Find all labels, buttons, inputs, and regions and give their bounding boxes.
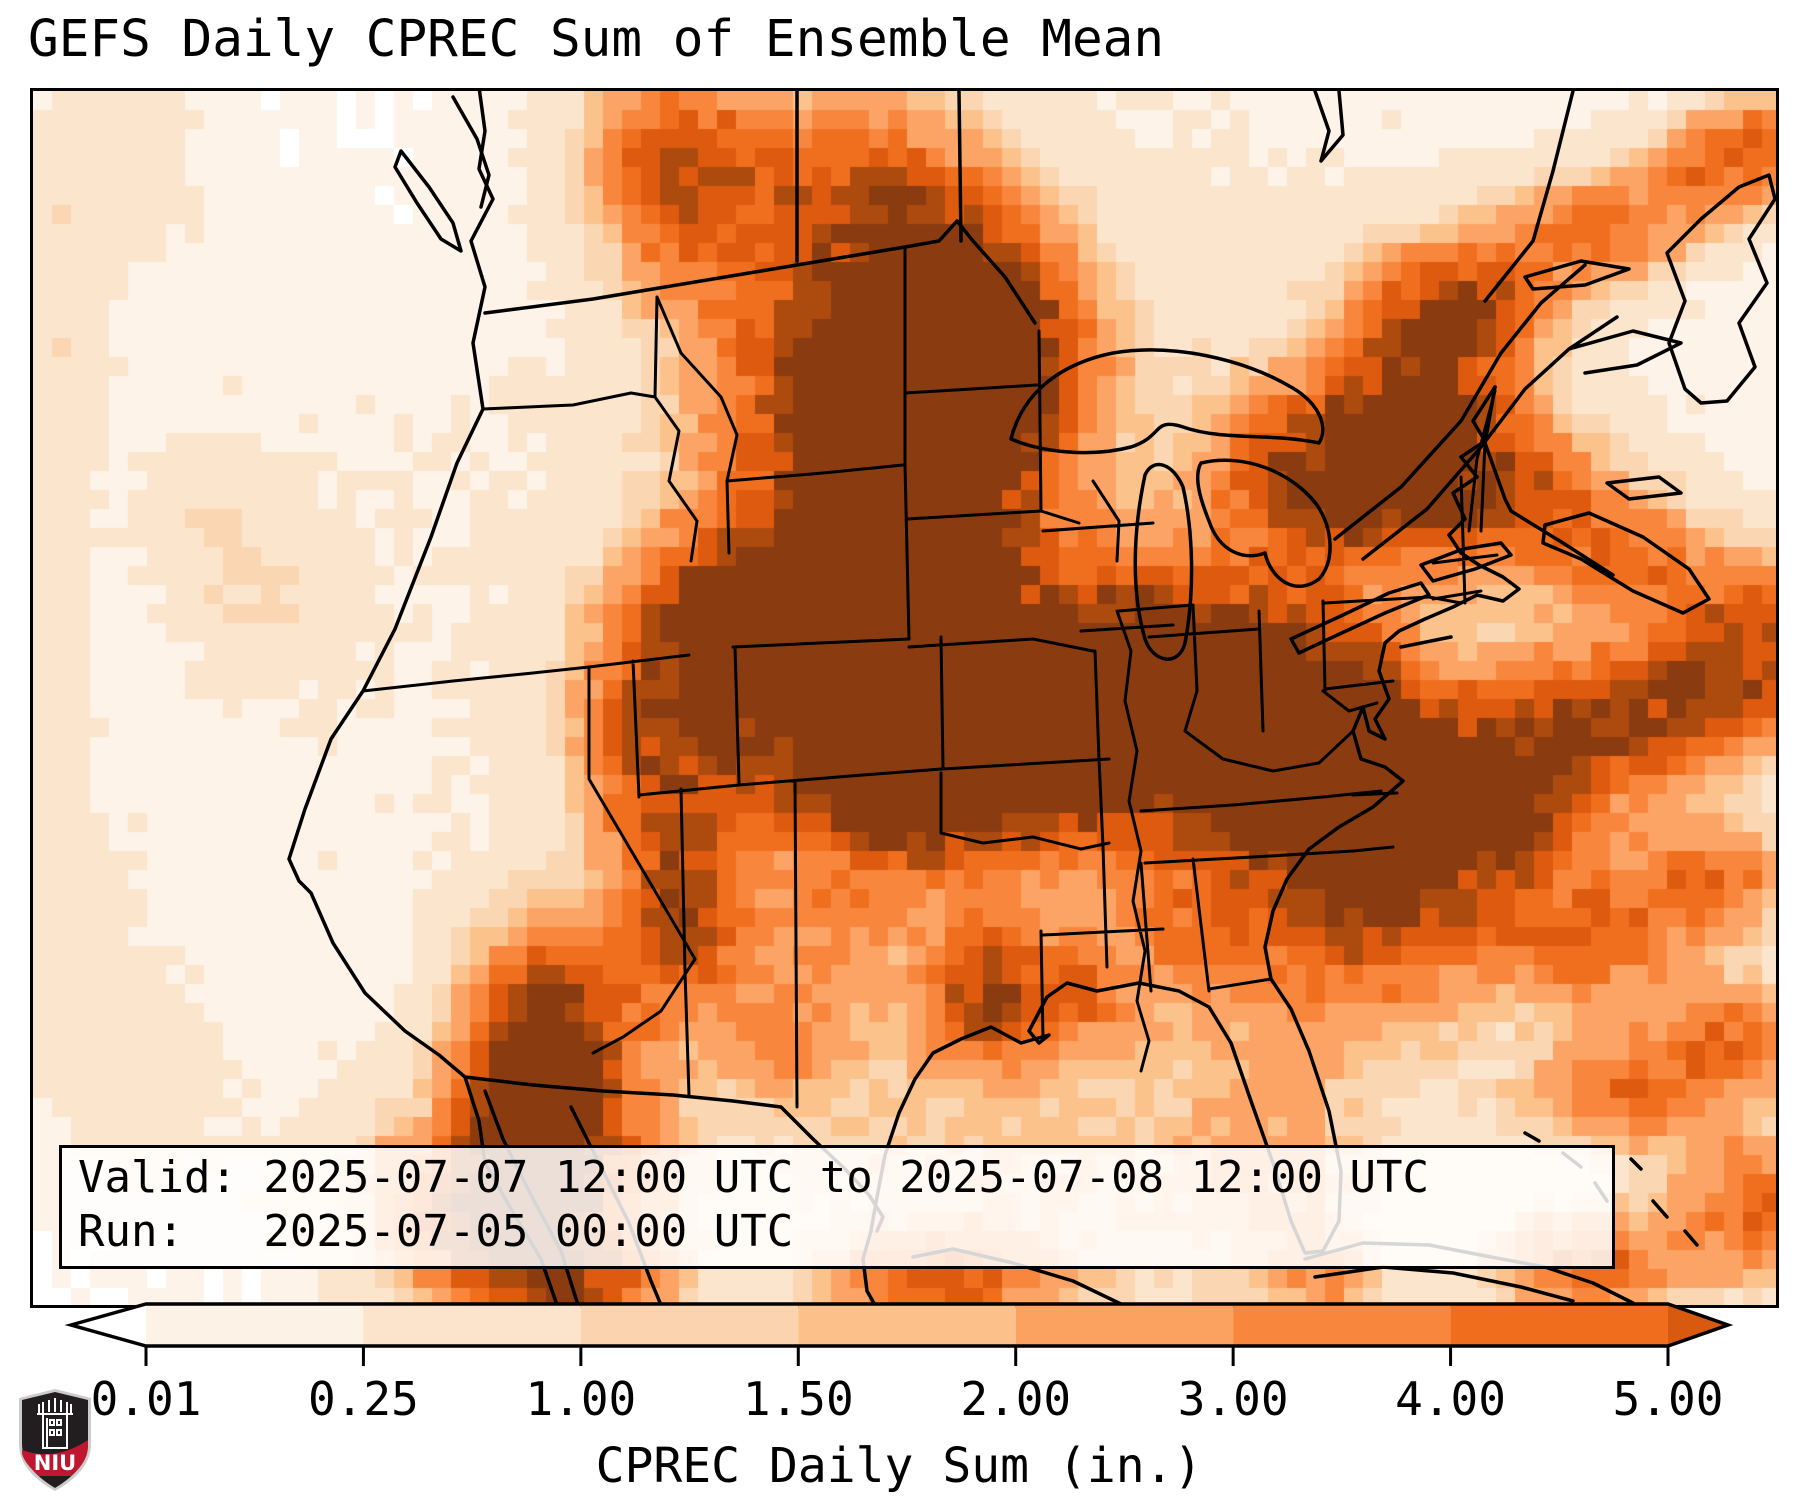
logo-castle-icon: [37, 1398, 73, 1449]
anticosti-island-line: [1523, 259, 1631, 291]
valid-time-text: Valid: 2025-07-07 12:00 UTC to 2025-07-0…: [78, 1152, 1430, 1203]
pei-line: [1605, 475, 1683, 501]
colorbar-ticks: [144, 1346, 1670, 1366]
st-lawrence-lines: [1333, 263, 1683, 561]
colorbar-tick-label: 4.00: [1395, 1372, 1506, 1426]
colorbar: [64, 1302, 1734, 1366]
map-panel: Valid: 2025-07-07 12:00 UTC to 2025-07-0…: [30, 88, 1779, 1308]
colorbar-tick-label: 1.50: [742, 1372, 854, 1426]
state-border-lines: [361, 245, 1499, 1109]
colorbar-tick-label: 0.01: [90, 1372, 202, 1426]
colorbar-segment: [1450, 1304, 1668, 1346]
state-boundaries-overlay: [287, 91, 1776, 1305]
colorbar-segments: [71, 1304, 1728, 1346]
james-bay-line: [1313, 91, 1345, 163]
vancouver-island-line: [393, 95, 491, 253]
colorbar-segment: [798, 1304, 1016, 1346]
colorbar-tick-label: 2.00: [960, 1372, 1072, 1426]
run-time-text: Run: 2025-07-05 00:00 UTC: [78, 1206, 794, 1257]
newfoundland-line: [1665, 173, 1776, 405]
colorbar-segment: [580, 1304, 799, 1346]
logo-red-band: [22, 1440, 88, 1476]
nova-scotia-line: [1483, 441, 1711, 615]
niu-logo: NIU: [19, 1389, 91, 1491]
lake-erie-line: [1289, 581, 1431, 655]
logo-niu-text: NIU: [34, 1451, 76, 1475]
colorbar-tick-label: 3.00: [1177, 1372, 1289, 1426]
pacific-coast-line: [287, 91, 495, 1079]
province-border-lines: [795, 91, 1575, 303]
lake-superior-line: [1009, 348, 1325, 455]
colorbar-tick-label: 5.00: [1612, 1372, 1724, 1426]
lake-huron-line: [1196, 458, 1332, 588]
page-title: GEFS Daily CPREC Sum of Ensemble Mean: [28, 10, 1165, 69]
colorbar-axis-label: CPREC Daily Sum (in.): [595, 1438, 1203, 1494]
colorbar-tick-label: 0.25: [308, 1372, 419, 1426]
colorbar-segment: [1015, 1304, 1234, 1346]
colorbar-segment: [363, 1304, 581, 1346]
colorbar-segment: [1233, 1304, 1451, 1346]
lake-michigan-line: [1133, 462, 1194, 661]
colorbar-over-arrow: [1668, 1304, 1728, 1346]
colorbar-segment: [146, 1304, 364, 1346]
colorbar-tick-label: 1.00: [525, 1372, 637, 1426]
colorbar-under-arrow: [71, 1304, 146, 1346]
canada-border-line: [483, 219, 1037, 325]
long-island-line: [1399, 635, 1453, 649]
validity-info-box: Valid: 2025-07-07 12:00 UTC to 2025-07-0…: [59, 1145, 1615, 1269]
atlantic-gulf-coast-line: [869, 385, 1521, 1255]
